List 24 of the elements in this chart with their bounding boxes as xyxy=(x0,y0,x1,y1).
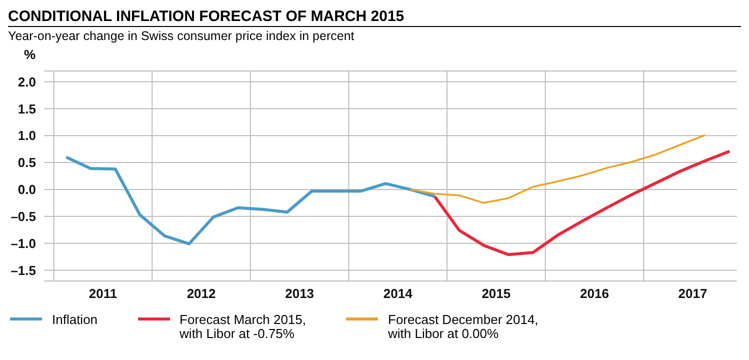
x-tick-label: 2011 xyxy=(88,286,118,302)
chart-subtitle: Year-on-year change in Swiss consumer price index in percent xyxy=(8,29,356,43)
x-tick-label: 2016 xyxy=(580,286,609,302)
y-tick-label: 2.0 xyxy=(18,74,36,90)
y-tick-label: 1.0 xyxy=(18,128,36,144)
legend-label: Inflation xyxy=(52,312,98,327)
y-tick-label: 1.5 xyxy=(18,101,36,116)
y-tick-label: 0.0 xyxy=(18,182,36,198)
x-tick-label: 2014 xyxy=(383,286,414,302)
y-tick-label: 0.5 xyxy=(18,155,36,170)
line-series xyxy=(433,150,732,256)
x-tick-label: 2012 xyxy=(186,286,216,302)
line-series xyxy=(409,134,706,204)
legend-label: Forecast March 2015, with Libor at -0.75% xyxy=(180,312,306,341)
chart-title: CONDITIONAL INFLATION FORECAST OF MARCH 2015 xyxy=(8,8,741,27)
y-axis-title: % xyxy=(24,47,37,62)
x-tick-label: 2013 xyxy=(285,286,314,302)
x-tick-label: 2017 xyxy=(678,286,708,302)
y-tick-label: –1.5 xyxy=(10,262,36,278)
y-tick-label: –0.5 xyxy=(10,209,36,224)
x-tick-label: 2015 xyxy=(482,286,511,302)
y-tick-label: –1.0 xyxy=(10,236,36,251)
line-series xyxy=(64,156,436,246)
legend-label: Forecast December 2014, with Libor at 0.00% xyxy=(388,312,538,341)
